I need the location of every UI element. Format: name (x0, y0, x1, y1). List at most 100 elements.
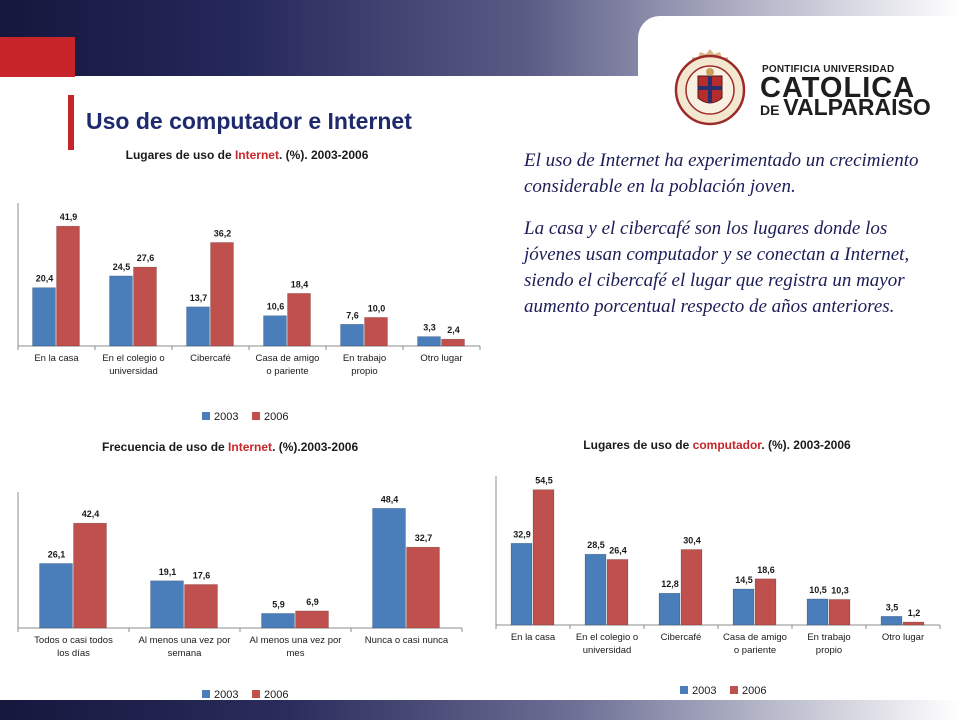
chart-1-data-label: 41,9 (60, 212, 78, 222)
title-accent-bar (68, 95, 74, 150)
chart-1-data-label: 13,7 (190, 293, 208, 303)
chart-3-title-pre: Lugares de uso de (583, 438, 693, 452)
chart-1-data-label: 3,3 (423, 323, 436, 333)
chart-3-category-label: Otro lugar (882, 632, 924, 643)
chart-3-data-label: 28,5 (587, 540, 605, 550)
chart-2-data-label: 32,7 (415, 533, 433, 543)
logo-line-catolica: CATOLICA (760, 72, 916, 104)
chart-2-bar (372, 508, 406, 629)
logo-de: DE (760, 102, 784, 118)
chart-2-legend-label: 2003 (214, 689, 238, 701)
chart-1-category-label: Casa de amigo (256, 353, 320, 364)
chart-1-bar (133, 266, 157, 347)
chart-3-category-label: o pariente (734, 645, 776, 656)
chart-1-title: Lugares de uso de Internet. (%). 2003-20… (10, 148, 484, 162)
chart-1-data-label: 27,6 (137, 253, 155, 263)
chart-3-data-label: 32,9 (513, 529, 531, 539)
chart-2-plot: 26,1 42,4 Todos o casi todos los días 19,1 17… (17, 492, 463, 701)
chart-2-category-label: los días (57, 648, 90, 659)
chart-2-bar (261, 613, 295, 629)
chart-3-legend-swatch (680, 686, 688, 694)
chart-1-data-label: 36,2 (214, 228, 232, 238)
chart-3-data-label: 10,3 (831, 585, 849, 595)
chart-1-category-label: En trabajo (343, 353, 386, 364)
chart-1-data-label: 10,6 (267, 302, 285, 312)
chart-3-data-label: 18,6 (757, 565, 775, 575)
header-red-block (0, 37, 75, 77)
chart-3-category-label: Casa de amigo (723, 632, 787, 643)
chart-3-data-label: 3,5 (886, 602, 899, 612)
body-paragraph-2: La casa y el cibercafé son los lugares d… (524, 218, 910, 317)
chart-2-data-label: 17,6 (193, 570, 211, 580)
chart-2-legend-label: 2006 (264, 689, 288, 701)
chart-3-plot: 32,9 54,5 En la casa 28,5 26,4 En el colegio … (495, 476, 941, 697)
chart-1-title-post: . (%). 2003-2006 (278, 148, 369, 162)
chart-1-legend-label: 2006 (264, 411, 288, 423)
chart-3-legend-label: 2006 (742, 685, 766, 697)
chart-3-data-label: 14,5 (735, 575, 753, 585)
chart-3-bar (902, 621, 925, 626)
footer-gradient-bar (0, 700, 960, 720)
chart-1-bar (32, 287, 56, 347)
chart-3-data-label: 12,8 (661, 579, 679, 589)
body-text: El uso de Internet ha experimentado un c… (524, 148, 934, 336)
chart-2-category-label: Nunca o casi nunca (365, 635, 449, 646)
chart-3-bar (732, 588, 755, 626)
chart-1-category-label: propio (351, 366, 377, 377)
chart-1-bar (287, 293, 311, 347)
chart-1-legend-swatch (252, 412, 260, 420)
chart-1-data-label: 24,5 (113, 262, 131, 272)
chart-2-bar (39, 563, 73, 629)
chart-internet-frequency: Frecuencia de uso de Internet. (%).2003-… (10, 440, 480, 702)
chart-1-data-label: 2,4 (447, 325, 460, 335)
chart-1-category-label: En el colegio o (102, 353, 164, 364)
chart-2-bar (150, 580, 184, 629)
chart-3-bar (680, 549, 703, 626)
chart-1-legend-label: 2003 (214, 411, 238, 423)
chart-3-title: Lugares de uso de computador. (%). 2003-… (484, 438, 950, 452)
chart-3-data-label: 10,5 (809, 585, 827, 595)
slide-title: Uso de computador e Internet (86, 108, 412, 134)
chart-2-category-label: Al menos una vez por (250, 635, 342, 646)
chart-2-title: Frecuencia de uso de Internet. (%).2003-… (102, 440, 358, 454)
chart-3-bar (658, 592, 681, 626)
chart-2-title-post: . (%).2003-2006 (272, 440, 359, 454)
chart-1-data-label: 18,4 (291, 279, 309, 289)
chart-2-legend-swatch (202, 690, 210, 698)
chart-1-category-label: universidad (109, 366, 158, 377)
chart-1-bar (56, 225, 80, 347)
chart-1-category-label: En la casa (34, 353, 79, 364)
chart-1-category-label: o pariente (266, 366, 308, 377)
chart-1-bar (417, 336, 441, 347)
chart-3-title-post: . (%). 2003-2006 (761, 438, 851, 452)
chart-1-bar (340, 323, 364, 347)
chart-3-data-label: 54,5 (535, 476, 553, 486)
chart-2-category-label: Todos o casi todos (34, 635, 113, 646)
chart-internet-places: Lugares de uso de Internet. (%). 2003-20… (10, 148, 484, 430)
logo-valparaiso: VALPARAISO (783, 94, 931, 120)
chart-3-category-label: En la casa (511, 632, 556, 643)
chart-3-data-label: 26,4 (609, 545, 627, 555)
chart-1-bar (263, 315, 287, 347)
chart-2-data-label: 42,4 (82, 509, 100, 519)
chart-3-legend-label: 2003 (692, 685, 716, 697)
body-paragraph-1: El uso de Internet ha experimentado un c… (524, 150, 919, 197)
chart-3-bar (806, 598, 829, 626)
chart-1-data-label: 7,6 (346, 310, 359, 320)
chart-3-data-label: 1,2 (908, 608, 921, 618)
chart-2-category-label: semana (168, 648, 203, 659)
chart-2-bar (406, 546, 440, 629)
chart-3-bar (606, 559, 629, 626)
chart-2-data-label: 19,1 (159, 567, 177, 577)
chart-3-bar (584, 553, 607, 626)
chart-3-bar (754, 578, 777, 626)
chart-1-data-label: 20,4 (36, 274, 54, 284)
chart-1-bar (109, 275, 133, 347)
chart-1-category-label: Cibercafé (190, 353, 231, 364)
chart-1-category-label: Otro lugar (420, 353, 462, 364)
chart-2-data-label: 48,4 (381, 494, 399, 504)
chart-3-category-label: En el colegio o (576, 632, 638, 643)
chart-3-bar (510, 542, 533, 626)
chart-2-category-label: mes (287, 648, 305, 659)
chart-computer-places: Lugares de uso de computador. (%). 2003-… (484, 438, 950, 702)
